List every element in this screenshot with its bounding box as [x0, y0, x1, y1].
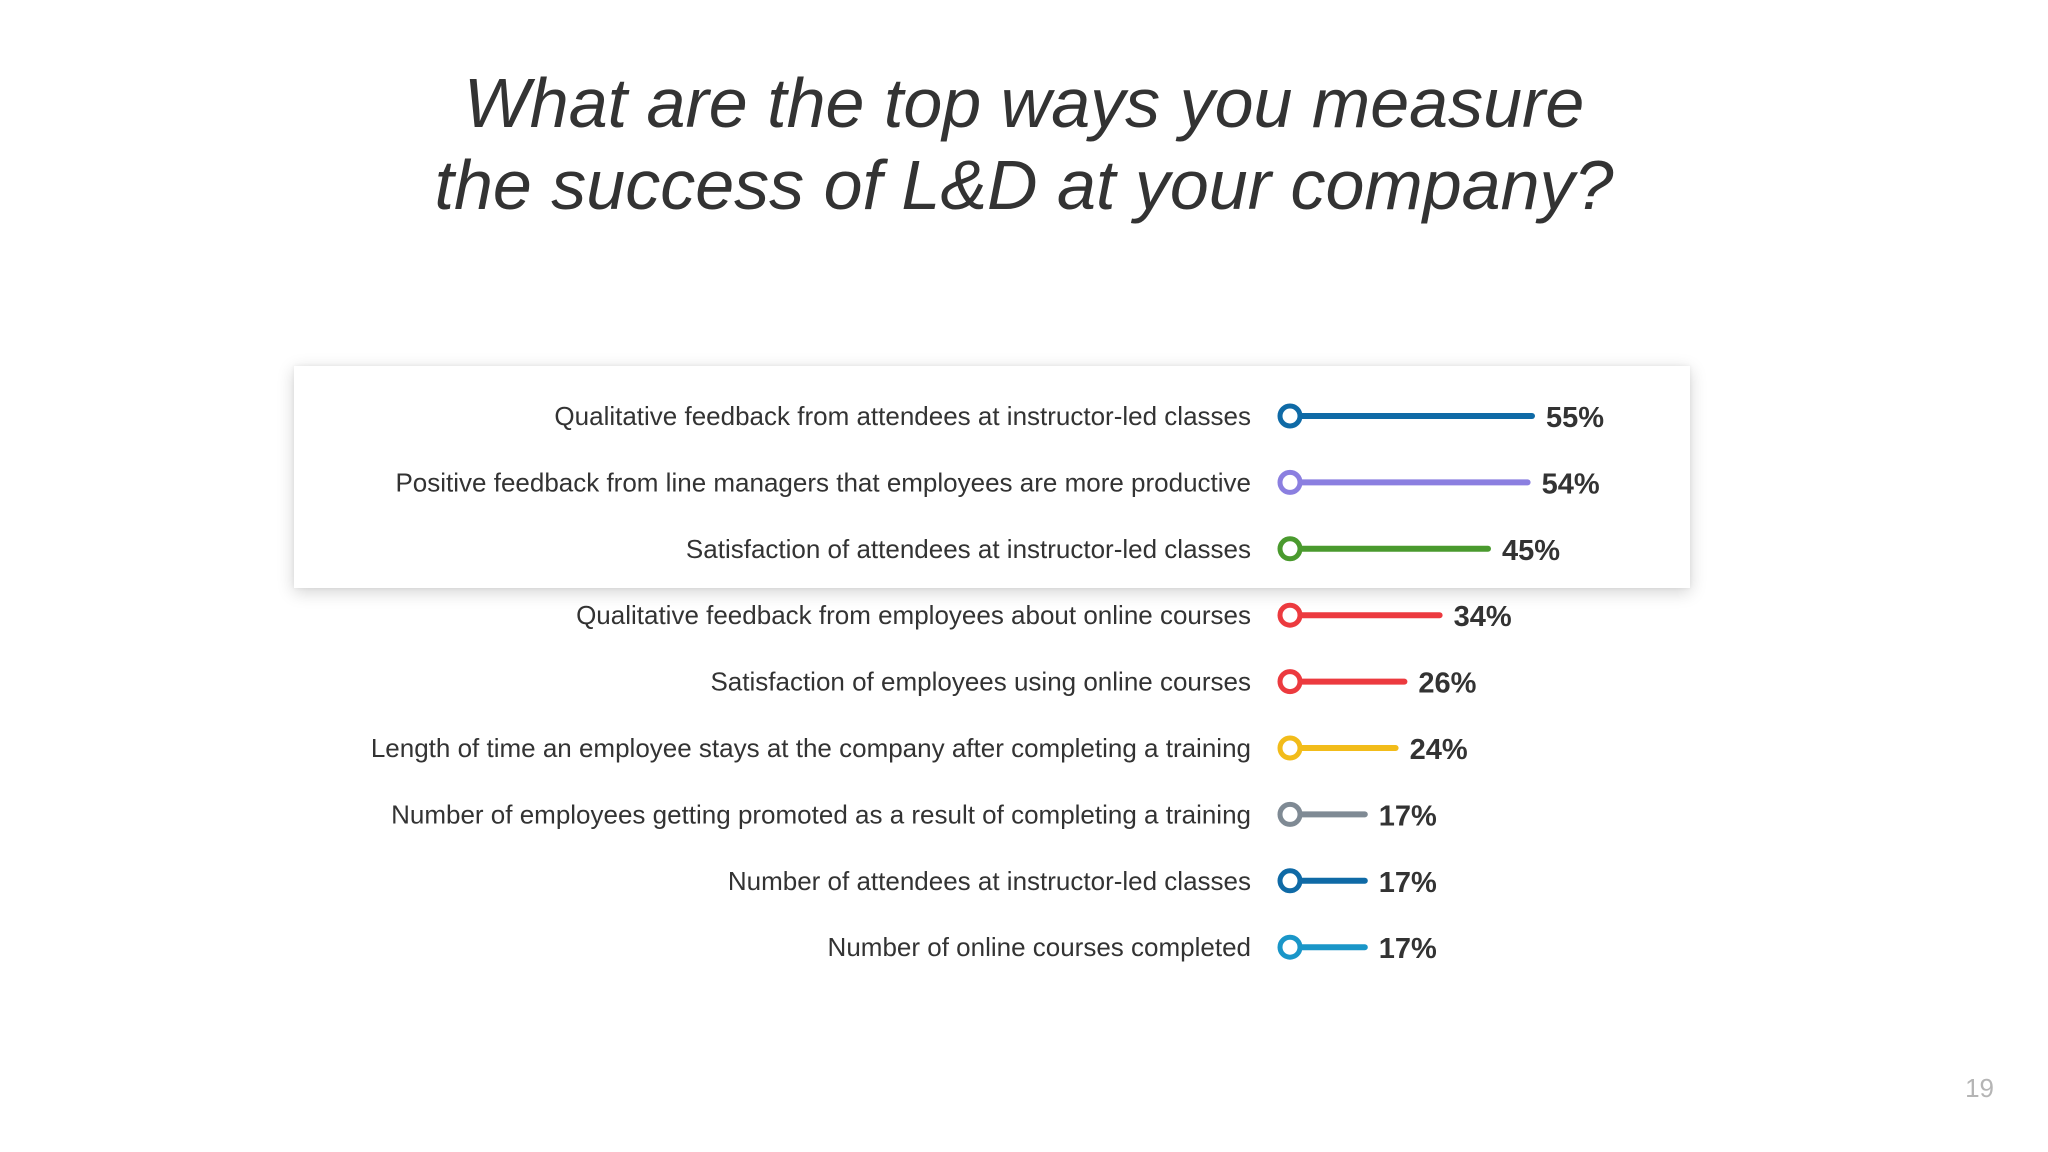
category-label: Positive feedback from line managers tha…: [395, 467, 1251, 497]
chart-row: Number of online courses completed 17%: [828, 932, 1438, 965]
value-label: 34%: [1454, 601, 1512, 633]
value-label: 45%: [1502, 535, 1560, 567]
category-label: Qualitative feedback from employees abou…: [576, 600, 1251, 630]
category-label: Number of attendees at instructor-led cl…: [728, 866, 1251, 896]
value-label: 24%: [1410, 734, 1468, 766]
chart-row: Satisfaction of attendees at instructor-…: [686, 534, 1560, 567]
start-marker: [1277, 801, 1303, 827]
start-marker: [1277, 536, 1303, 562]
value-label: 54%: [1542, 468, 1600, 500]
category-label: Number of employees getting promoted as …: [391, 799, 1251, 829]
value-label: 26%: [1418, 668, 1476, 700]
chart-row: Qualitative feedback from employees abou…: [576, 600, 1512, 633]
start-marker: [1277, 735, 1303, 761]
category-label: Satisfaction of employees using online c…: [710, 667, 1251, 697]
title-line-2: the success of L&D at your company?: [434, 146, 1614, 224]
start-marker: [1277, 934, 1303, 960]
start-marker: [1277, 669, 1303, 695]
chart-row: Number of employees getting promoted as …: [391, 799, 1437, 832]
category-label: Satisfaction of attendees at instructor-…: [686, 534, 1251, 564]
chart-row: Length of time an employee stays at the …: [371, 733, 1468, 766]
start-marker: [1277, 602, 1303, 628]
page-title: What are the top ways you measure the su…: [0, 62, 2048, 226]
page-number: 19: [1965, 1073, 1994, 1103]
start-marker: [1277, 469, 1303, 495]
chart-row: Satisfaction of employees using online c…: [710, 667, 1476, 700]
category-label: Length of time an employee stays at the …: [371, 733, 1251, 763]
chart-row: Qualitative feedback from attendees at i…: [554, 401, 1604, 434]
value-label: 17%: [1379, 867, 1437, 899]
start-marker: [1277, 403, 1303, 429]
chart-row: Number of attendees at instructor-led cl…: [728, 866, 1437, 899]
title-line-1: What are the top ways you measure: [463, 64, 1585, 142]
value-label: 55%: [1546, 402, 1604, 434]
start-marker: [1277, 868, 1303, 894]
value-label: 17%: [1379, 933, 1437, 965]
category-label: Number of online courses completed: [828, 932, 1251, 962]
category-label: Qualitative feedback from attendees at i…: [554, 401, 1251, 431]
value-label: 17%: [1379, 800, 1437, 832]
chart-row: Positive feedback from line managers tha…: [395, 467, 1599, 500]
